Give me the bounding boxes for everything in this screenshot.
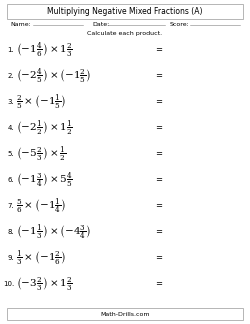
- Text: =: =: [155, 280, 162, 288]
- Text: =: =: [155, 123, 162, 133]
- Text: $\frac{2}{5} \times \left(-1\frac{1}{5}\right)$: $\frac{2}{5} \times \left(-1\frac{1}{5}\…: [16, 92, 66, 112]
- Text: =: =: [155, 176, 162, 184]
- Text: Multiplying Negative Mixed Fractions (A): Multiplying Negative Mixed Fractions (A): [47, 7, 203, 17]
- Text: 4.: 4.: [8, 125, 14, 131]
- Text: 10.: 10.: [3, 281, 14, 287]
- Text: =: =: [155, 227, 162, 237]
- Text: 6.: 6.: [7, 177, 14, 183]
- Text: =: =: [155, 202, 162, 211]
- Text: $\frac{5}{6} \times \left(-1\frac{1}{4}\right)$: $\frac{5}{6} \times \left(-1\frac{1}{4}\…: [16, 196, 66, 216]
- Text: 1.: 1.: [7, 47, 14, 53]
- Text: $\left(-3\frac{2}{3}\right) \times 1\frac{2}{3}$: $\left(-3\frac{2}{3}\right) \times 1\fra…: [16, 275, 73, 293]
- Text: $\left(-2\frac{4}{5}\right) \times \left(-1\frac{2}{5}\right)$: $\left(-2\frac{4}{5}\right) \times \left…: [16, 66, 91, 86]
- Text: =: =: [155, 253, 162, 262]
- Text: =: =: [155, 72, 162, 80]
- Text: =: =: [155, 98, 162, 107]
- Text: $\left(-5\frac{2}{3}\right) \times \frac{1}{2}$: $\left(-5\frac{2}{3}\right) \times \frac…: [16, 145, 66, 164]
- Text: =: =: [155, 149, 162, 158]
- Text: $\left(-1\frac{1}{3}\right) \times \left(-4\frac{3}{4}\right)$: $\left(-1\frac{1}{3}\right) \times \left…: [16, 222, 91, 242]
- Text: 7.: 7.: [7, 203, 14, 209]
- Text: 9.: 9.: [7, 255, 14, 261]
- Text: 8.: 8.: [7, 229, 14, 235]
- Text: Name:: Name:: [10, 21, 31, 27]
- Text: $\frac{1}{3} \times \left(-1\frac{2}{6}\right)$: $\frac{1}{3} \times \left(-1\frac{2}{6}\…: [16, 249, 66, 268]
- Text: Date:: Date:: [92, 21, 109, 27]
- Text: 3.: 3.: [7, 99, 14, 105]
- Text: Score:: Score:: [170, 21, 190, 27]
- Text: $\left(-2\frac{1}{2}\right) \times 1\frac{1}{2}$: $\left(-2\frac{1}{2}\right) \times 1\fra…: [16, 118, 73, 138]
- Text: $\left(-1\frac{3}{4}\right) \times 5\frac{4}{5}$: $\left(-1\frac{3}{4}\right) \times 5\fra…: [16, 170, 73, 190]
- Text: Math-Drills.com: Math-Drills.com: [100, 311, 150, 317]
- FancyBboxPatch shape: [7, 4, 243, 19]
- Text: Calculate each product.: Calculate each product.: [88, 30, 162, 36]
- Text: 2.: 2.: [8, 73, 14, 79]
- Text: =: =: [155, 45, 162, 54]
- Text: 5.: 5.: [8, 151, 14, 157]
- FancyBboxPatch shape: [7, 308, 243, 320]
- Text: $\left(-1\frac{4}{6}\right) \times 1\frac{2}{3}$: $\left(-1\frac{4}{6}\right) \times 1\fra…: [16, 40, 73, 60]
